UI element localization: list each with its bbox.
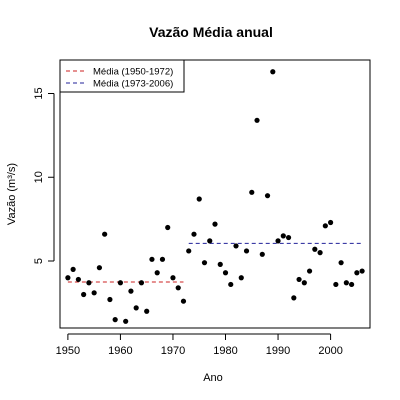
data-point [144, 308, 150, 314]
data-point [354, 270, 360, 276]
data-point [191, 231, 197, 237]
data-point [138, 280, 145, 286]
data-point [249, 189, 255, 195]
data-point [81, 291, 87, 298]
x-tick-label: 1980 [213, 345, 237, 357]
chart-title: Vazão Média anual [149, 24, 273, 40]
data-point [112, 317, 118, 323]
data-point [243, 248, 250, 254]
data-point [196, 196, 202, 202]
x-tick-label: 1970 [161, 345, 185, 357]
x-axis: 1950 1960 1970 1980 1990 2000 [56, 333, 343, 357]
data-point [180, 298, 187, 304]
data-point [175, 285, 181, 291]
data-point [312, 246, 318, 252]
data-point [296, 276, 302, 283]
data-point [75, 276, 81, 283]
data-point [275, 238, 281, 244]
data-point [133, 305, 139, 311]
data-point [159, 256, 166, 262]
data-point [117, 280, 124, 286]
data-point [186, 248, 192, 254]
data-point [149, 256, 155, 262]
x-tick-label: 1990 [266, 345, 290, 357]
data-point [338, 260, 344, 266]
legend-label: Média (1973-2006) [93, 79, 173, 90]
data-point [107, 296, 113, 303]
data-point [280, 233, 286, 239]
data-point [165, 224, 171, 231]
data-point [86, 280, 92, 286]
data-point [212, 221, 218, 227]
data-point [128, 288, 134, 294]
y-tick-label: 15 [33, 87, 45, 99]
data-point [306, 268, 313, 274]
data-point [259, 251, 265, 257]
data-point [333, 281, 339, 288]
data-point [301, 280, 307, 286]
y-tick-label: 10 [33, 171, 45, 183]
data-point [170, 275, 176, 281]
data-point [359, 268, 365, 274]
data-point [317, 250, 323, 256]
data-point [270, 69, 276, 75]
data-point [254, 117, 260, 123]
data-point [238, 275, 244, 281]
data-point [96, 265, 103, 271]
y-axis: 5 10 15 [33, 87, 55, 264]
x-tick-label: 1960 [108, 345, 132, 357]
data-point [123, 318, 129, 324]
data-point [154, 270, 160, 276]
data-point [70, 266, 76, 272]
data-point [322, 223, 328, 229]
data-point [65, 275, 71, 281]
data-point [201, 260, 208, 266]
data-point [327, 219, 334, 226]
data-point [207, 238, 213, 244]
data-point [349, 281, 355, 288]
y-tick-label: 5 [33, 258, 45, 264]
data-point [91, 290, 97, 296]
data-point [102, 231, 108, 237]
x-tick-label: 1950 [56, 345, 80, 357]
data-point [233, 243, 239, 249]
data-points [65, 69, 365, 324]
data-point [291, 295, 297, 301]
data-point [264, 193, 271, 199]
x-tick-label: 2000 [318, 345, 342, 357]
plot-frame [59, 59, 371, 329]
y-axis-label: Vazão (m³/s) [6, 163, 18, 225]
data-point [343, 280, 349, 286]
data-point [228, 281, 234, 288]
legend-box [59, 59, 185, 93]
mean-lines [67, 242, 363, 283]
legend: Média (1950-1972)Média (1973-2006) [59, 59, 185, 93]
x-axis-label: Ano [203, 372, 223, 384]
legend-label: Média (1950-1972) [93, 67, 173, 78]
data-point [217, 261, 223, 267]
data-point [222, 270, 229, 276]
data-point [285, 234, 292, 241]
